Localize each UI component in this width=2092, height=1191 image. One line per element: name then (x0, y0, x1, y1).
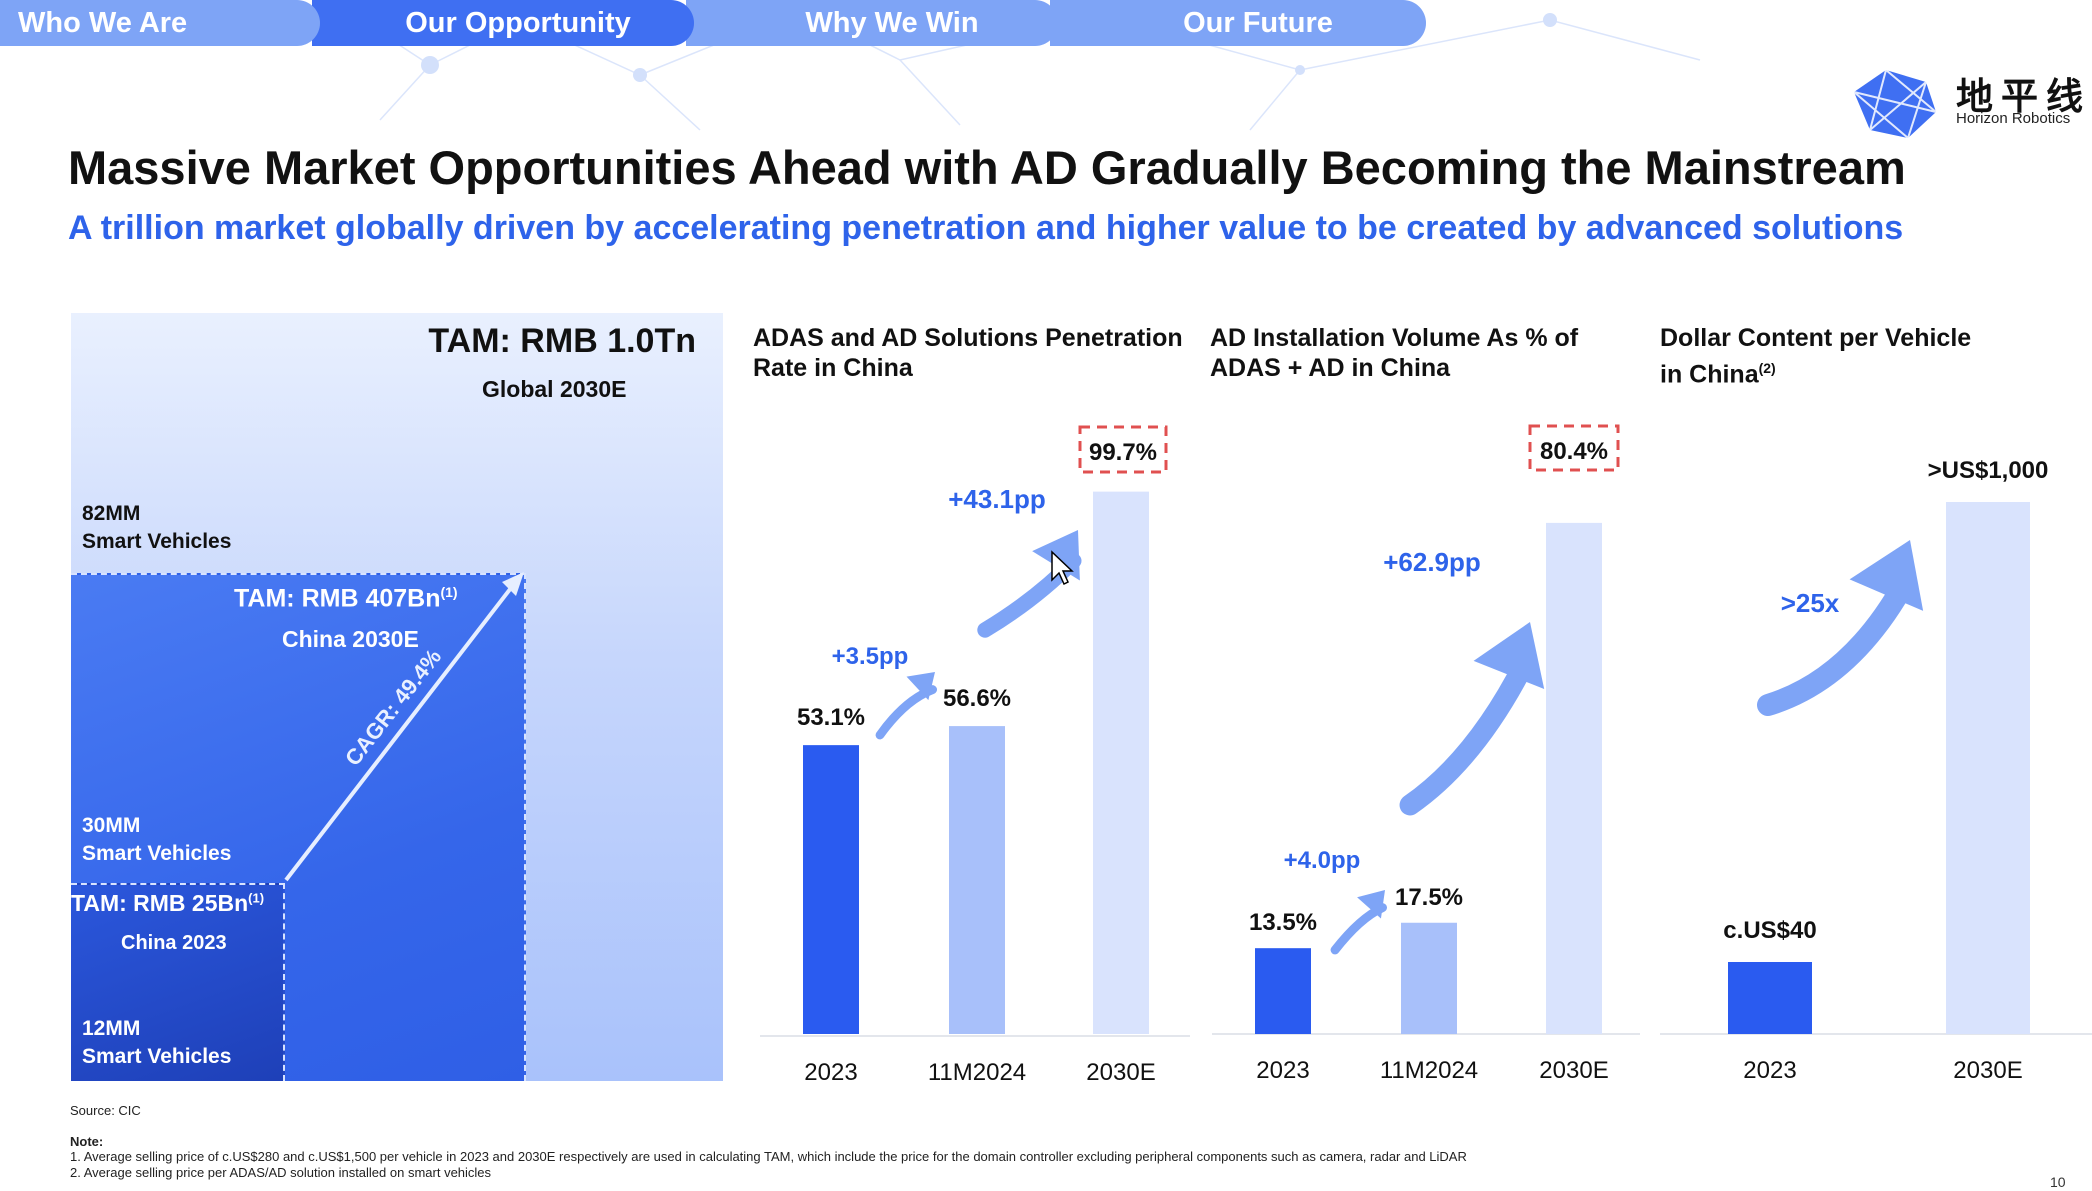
horizon-robotics-logo-icon (1853, 69, 1937, 139)
chart-1-arrow-small (875, 672, 937, 740)
tam-china-2023-vehicles: 12MM (82, 1017, 141, 1040)
chart-1-annotation: +43.1pp (948, 484, 1046, 514)
chart-1-tick-label: 2023 (804, 1059, 857, 1086)
tab-who-we-are[interactable]: Who We Are (0, 0, 320, 46)
chart-1-bar (1093, 491, 1149, 1035)
tab-our-opportunity[interactable]: Our Opportunity (312, 0, 694, 46)
chart-2-title: AD Installation Volume As % of ADAS + AD… (1210, 324, 1579, 382)
tam-global-vehicles: 82MM (82, 502, 141, 525)
chart-1-title: ADAS and AD Solutions Penetration Rate i… (753, 324, 1183, 382)
chart-2-bar (1546, 522, 1602, 1034)
tam-china-2023-value: TAM: RMB 25Bn (71, 890, 249, 916)
chart-2-bar (1401, 922, 1457, 1034)
chart-2-arrow-small (1330, 890, 1387, 955)
chart-2-arrow-large (1399, 622, 1545, 816)
tab-label: Our Opportunity (405, 6, 631, 39)
tam-china-2030-vehicles-label: Smart Vehicles (82, 842, 232, 865)
chart-1-data-label: 99.7% (1089, 439, 1157, 466)
page-number: 10 (2050, 1174, 2066, 1190)
notes-heading: Note: (70, 1134, 104, 1149)
page-subtitle: A trillion market globally driven by acc… (68, 209, 1904, 247)
footnote-ref: (2) (1758, 360, 1776, 376)
tab-label: Who We Are (18, 6, 188, 39)
tam-china-2023-vehicles-label: Smart Vehicles (82, 1045, 232, 1068)
tam-china-2023-sub: China 2023 (121, 932, 227, 954)
chart-1-data-label: 56.6% (943, 685, 1011, 712)
chart-2-data-label: 80.4% (1540, 438, 1608, 465)
chart-2-tick-label: 2023 (1256, 1057, 1309, 1084)
chart-3-title: Dollar Content per Vehicle in China(2) (1660, 323, 1990, 389)
tam-china-2023-box (71, 883, 285, 1081)
tab-our-future[interactable]: Our Future (1050, 0, 1426, 46)
chart-1-highlight-box (1078, 425, 1168, 474)
chart-3-title-text: Dollar Content per Vehicle in China (1660, 324, 1972, 389)
chart-2-data-label: 17.5% (1395, 884, 1463, 911)
chart-1-bar (803, 745, 859, 1034)
chart-2-data-label: 13.5% (1249, 909, 1317, 936)
logo-english-text: Horizon Robotics (1956, 110, 2071, 127)
note-1: 1. Average selling price of c.US$280 and… (70, 1149, 1467, 1164)
chart-3-bar (1728, 962, 1812, 1034)
tab-why-we-win[interactable]: Why We Win (686, 0, 1058, 46)
chart-3-data-label: >US$1,000 (1928, 457, 2049, 484)
note-2: 2. Average selling price per ADAS/AD sol… (70, 1165, 492, 1180)
chart-3-arrow (1757, 540, 1924, 716)
chart-2-tick-label: 11M2024 (1380, 1057, 1478, 1084)
chart-2-highlight-box (1528, 424, 1620, 472)
tam-global-label: TAM: RMB 1.0Tn (428, 322, 696, 360)
chart-1-arrow-large (977, 530, 1082, 638)
chart-3-data-label: c.US$40 (1723, 917, 1816, 944)
chart-1-bar (949, 726, 1005, 1034)
tam-china-2030-vehicles: 30MM (82, 814, 141, 837)
tab-label: Why We Win (805, 6, 979, 39)
source-note: Source: CIC (70, 1103, 141, 1118)
footnote-ref: (1) (248, 890, 265, 906)
logo-chinese-text: 地平线 (1956, 75, 2091, 118)
chart-2-tick-label: 2030E (1539, 1057, 1608, 1084)
tab-label: Our Future (1183, 6, 1333, 39)
chart-1-annotation: +3.5pp (832, 643, 909, 670)
section-nav: Our Future Why We Win Our Opportunity Wh… (0, 0, 1430, 46)
chart-2-bar (1255, 948, 1311, 1034)
chart-3-tick-label: 2023 (1743, 1057, 1796, 1084)
chart-1-tick-label: 2030E (1086, 1059, 1155, 1086)
chart-2-annotation: +4.0pp (1284, 847, 1361, 874)
chart-3-bar (1946, 502, 2030, 1034)
chart-1-data-label: 53.1% (797, 704, 865, 731)
tam-china-2023-label: TAM: RMB 25Bn(1) (71, 890, 264, 917)
chart-3-annotation: >25x (1781, 588, 1840, 618)
tam-global-sub: Global 2030E (482, 376, 627, 402)
tam-global-vehicles-label: Smart Vehicles (82, 530, 232, 553)
page-title: Massive Market Opportunities Ahead with … (68, 141, 1906, 194)
chart-3-tick-label: 2030E (1953, 1057, 2022, 1084)
chart-1-tick-label: 11M2024 (928, 1059, 1026, 1086)
chart-2-annotation: +62.9pp (1383, 547, 1481, 577)
